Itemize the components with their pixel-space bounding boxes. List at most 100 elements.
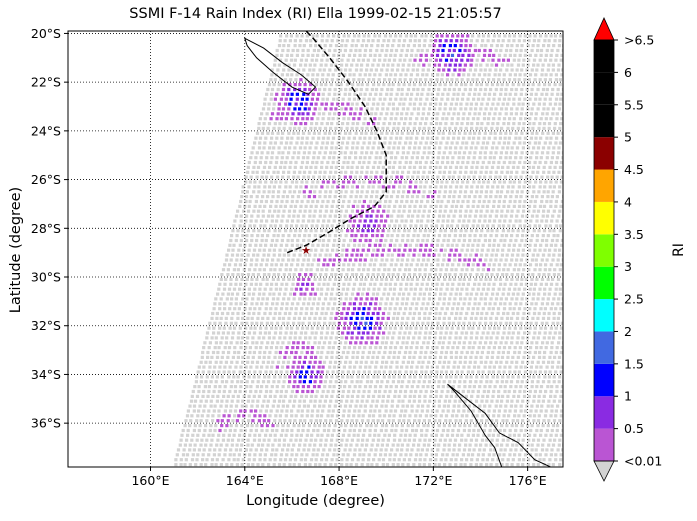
rain-pixel [339,229,344,233]
rain-pixel [348,448,352,452]
rain-pixel [309,141,313,145]
rain-pixel [359,360,363,364]
rain-pixel [527,126,531,130]
rain-pixel [277,463,282,467]
rain-pixel [370,443,374,447]
rain-pixel [251,273,255,277]
rain-pixel [288,375,292,379]
rain-pixel [561,341,563,345]
rain-pixel [278,248,282,252]
rain-pixel [293,419,297,423]
rain-pixel [363,428,367,433]
rain-pixel [373,370,377,374]
rain-pixel [413,419,417,423]
rain-pixel [323,463,327,467]
rain-pixel [484,258,488,262]
rain-pixel [303,253,307,257]
rain-pixel [329,165,334,169]
rain-pixel [390,404,394,408]
rain-pixel [470,268,474,272]
rain-pixel [292,209,297,213]
rain-pixel [516,165,520,169]
rain-pixel [322,156,326,160]
rain-pixel [566,429,569,432]
rain-pixel [557,443,561,447]
rain-pixel [356,438,360,442]
rain-pixel [531,468,534,471]
rain-pixel [487,160,491,165]
rain-pixel [311,180,315,184]
rain-pixel [319,336,323,340]
rain-pixel [554,350,558,355]
rain-pixel [261,297,265,301]
rain-pixel [476,453,481,457]
rain-pixel [347,282,351,286]
rain-pixel [240,195,244,199]
rain-pixel [258,453,262,457]
rain-pixel [362,307,366,311]
rain-pixel [532,190,536,194]
rain-pixel [403,229,407,233]
rain-pixel [530,341,534,345]
rain-pixel [276,195,280,199]
rain-pixel [294,229,298,233]
rain-pixel [238,204,242,208]
rain-pixel [499,190,504,194]
rain-pixel [424,224,428,228]
rain-pixel [362,199,366,204]
rain-pixel [459,273,463,277]
rain-pixel [216,292,220,296]
rain-pixel [398,165,402,169]
rain-pixel [480,350,484,355]
rain-pixel [319,438,323,442]
rain-pixel [360,131,364,135]
rain-pixel [506,185,511,189]
rain-pixel [317,282,321,286]
rain-pixel [282,190,286,194]
rain-pixel [358,156,363,160]
rain-pixel [377,180,381,184]
rain-pixel [508,156,512,160]
rain-pixel [301,385,305,389]
rain-pixel [467,448,472,452]
rain-pixel [568,297,571,300]
rain-pixel [401,234,405,238]
rain-pixel [247,185,251,189]
rain-pixel [381,165,385,169]
rain-pixel [334,443,338,447]
rain-pixel [381,336,385,340]
rain-pixel [304,331,308,335]
rain-pixel [552,253,556,257]
rain-pixel [322,219,326,223]
rain-pixel [386,234,390,238]
rain-pixel [388,458,392,462]
rain-pixel [411,341,415,345]
rain-pixel [563,127,566,130]
rain-pixel [521,419,525,423]
rain-pixel [232,224,236,228]
rain-pixel [389,346,393,350]
rain-pixel [500,253,504,257]
rain-pixel [360,146,364,150]
rain-pixel [294,248,298,252]
rain-pixel [502,307,507,311]
rain-pixel [328,234,332,238]
rain-pixel [302,238,306,243]
rain-pixel [441,117,445,121]
rain-pixel [496,311,500,316]
rain-pixel [249,428,253,433]
rain-pixel [512,117,516,121]
rain-pixel [473,341,477,345]
rain-pixel [482,263,486,267]
rain-pixel [317,136,321,140]
rain-pixel [263,204,267,208]
rain-pixel [457,282,461,286]
rain-pixel [251,355,255,359]
rain-pixel [327,156,332,160]
rain-pixel [449,185,453,189]
rain-pixel [290,326,294,330]
rain-pixel [422,341,426,345]
rain-pixel [274,243,278,247]
rain-pixel [383,433,387,437]
rain-pixel [516,375,521,379]
